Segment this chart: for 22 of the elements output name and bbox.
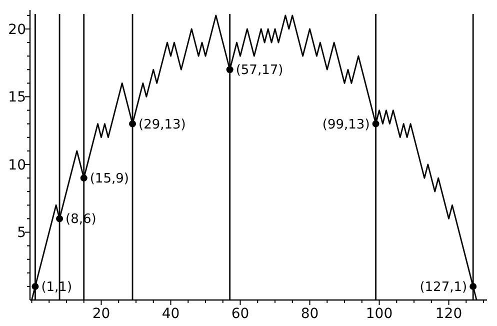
y-tick-label: 20 <box>8 22 26 38</box>
point <box>129 120 136 128</box>
point <box>470 282 477 290</box>
x-tick-label: 60 <box>231 306 250 322</box>
annotation: (15,9) <box>90 172 129 187</box>
annotation: (29,13) <box>138 117 186 132</box>
point <box>32 282 39 290</box>
annotation: (57,17) <box>236 63 284 78</box>
x-tick-label: 100 <box>366 306 393 322</box>
y-tick-label: 5 <box>17 225 26 242</box>
x-tick-label: 40 <box>162 306 180 322</box>
x-tick-label: 20 <box>92 306 110 322</box>
annotation: (127,1) <box>420 280 468 295</box>
annotation: (99,13) <box>322 117 370 132</box>
point <box>56 215 64 222</box>
point <box>226 66 234 74</box>
y-tick-label: 15 <box>8 90 26 106</box>
point <box>80 174 88 182</box>
point <box>372 120 380 128</box>
x-tick-label: 80 <box>300 306 319 322</box>
x-tick-label: 120 <box>435 306 462 322</box>
y-tick-label: 10 <box>8 157 26 174</box>
